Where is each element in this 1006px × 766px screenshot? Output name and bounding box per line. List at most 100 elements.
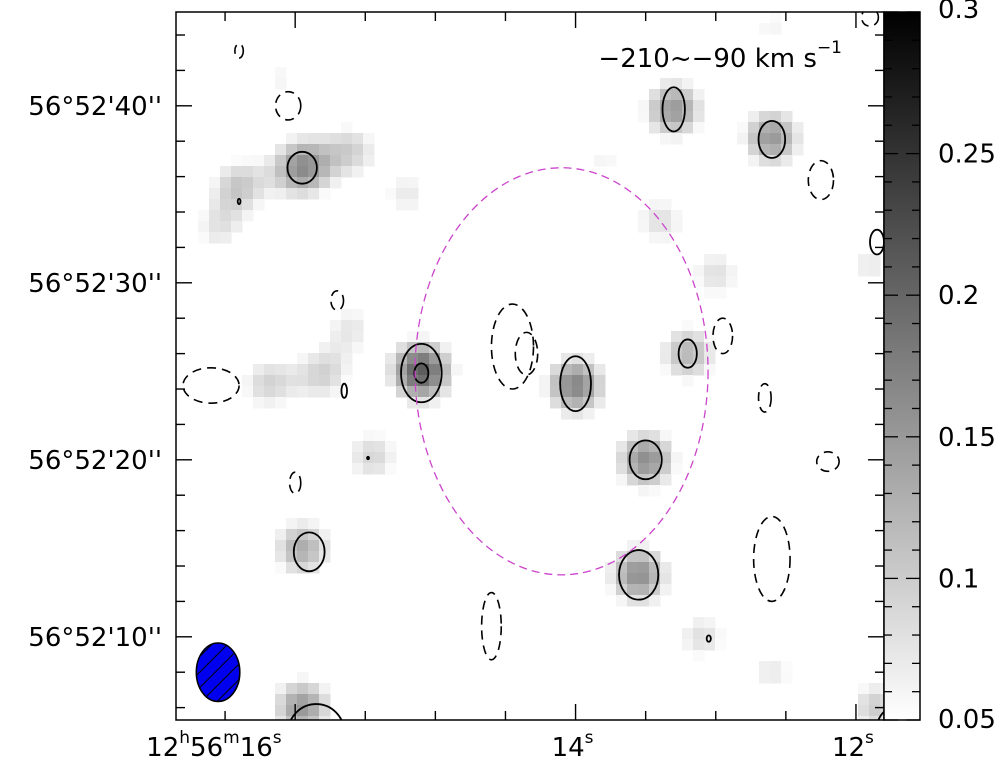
emission-pixel	[275, 562, 287, 574]
emission-pixel	[572, 353, 584, 365]
emission-pixel	[242, 177, 254, 189]
emission-pixel	[550, 364, 562, 376]
emission-pixel	[759, 155, 771, 167]
emission-pixel	[341, 155, 353, 167]
emission-pixel	[220, 166, 232, 178]
emission-pixel	[693, 89, 705, 101]
emission-pixel	[440, 386, 452, 398]
emission-pixel	[363, 155, 375, 167]
emission-pixel	[638, 573, 650, 585]
emission-pixel	[286, 529, 298, 541]
emission-pixel	[308, 353, 320, 365]
emission-pixel	[330, 166, 342, 178]
emission-pixel	[231, 155, 243, 167]
emission-pixel	[880, 683, 884, 695]
emission-pixel	[341, 122, 353, 134]
emission-pixel	[671, 89, 683, 101]
emission-pixel	[759, 23, 771, 35]
emission-pixel	[616, 474, 628, 486]
emission-pixel	[770, 144, 782, 156]
emission-pixel	[319, 155, 331, 167]
emission-pixel	[352, 441, 364, 453]
emission-pixel	[715, 265, 727, 277]
emission-pixel	[330, 364, 342, 376]
emission-pixel	[275, 155, 287, 167]
emission-pixel	[781, 133, 793, 145]
positive-contour	[628, 439, 663, 481]
emission-pixel	[220, 221, 232, 233]
emission-pixel	[704, 617, 716, 629]
emission-pixel	[429, 397, 441, 409]
emission-pixel	[352, 342, 364, 354]
emission-pixel	[286, 562, 298, 574]
emission-pixel	[242, 166, 254, 178]
emission-pixel	[286, 188, 298, 200]
positive-contour	[292, 531, 326, 573]
emission-pixel	[704, 287, 716, 299]
emission-pixel	[286, 540, 298, 552]
emission-pixel	[781, 155, 793, 167]
emission-pixel	[308, 155, 320, 167]
emission-pixel	[385, 364, 397, 376]
emission-pixel	[341, 375, 353, 387]
emission-pixel	[638, 100, 650, 112]
emission-pixel	[671, 342, 683, 354]
emission-pixel	[726, 265, 738, 277]
emission-pixel	[275, 705, 287, 717]
emission-pixel	[660, 474, 672, 486]
emission-pixel	[660, 100, 672, 112]
emission-pixel	[704, 353, 716, 365]
emission-pixel	[715, 287, 727, 299]
emission-pixel	[407, 375, 419, 387]
emission-pixel	[253, 375, 265, 387]
emission-pixel	[220, 177, 232, 189]
emission-pixel	[363, 463, 375, 475]
emission-pixel	[352, 155, 364, 167]
emission-pixel	[198, 221, 210, 233]
emission-pixel	[308, 375, 320, 387]
emission-pixel	[638, 430, 650, 442]
emission-pixel	[253, 386, 265, 398]
emission-pixel	[572, 386, 584, 398]
emission-pixel	[319, 364, 331, 376]
positive-contour	[366, 455, 370, 461]
emission-pixel	[374, 441, 386, 453]
emission-pixel	[418, 331, 430, 343]
emission-pixel	[275, 177, 287, 189]
emission-pixel	[308, 133, 320, 145]
emission-pixel	[682, 639, 694, 651]
emission-pixel	[649, 111, 661, 123]
emission-pixel	[693, 342, 705, 354]
emission-pixel	[561, 364, 573, 376]
emission-pixel	[858, 254, 870, 266]
emission-pixel	[319, 177, 331, 189]
colorbar-label: 0.15	[938, 423, 996, 453]
emission-pixel	[572, 364, 584, 376]
emission-pixel	[660, 133, 672, 145]
emission-pixel	[792, 144, 804, 156]
emission-pixel	[429, 375, 441, 387]
emission-pixel	[440, 353, 452, 365]
emission-pixel	[330, 375, 342, 387]
emission-pixel	[671, 111, 683, 123]
emission-pixel	[297, 694, 309, 706]
emission-pixel	[297, 133, 309, 145]
emission-pixel	[220, 232, 232, 244]
emission-pixel	[297, 551, 309, 563]
emission-pixel	[660, 342, 672, 354]
emission-pixel	[352, 166, 364, 178]
emission-pixel	[319, 144, 331, 156]
emission-pixel	[297, 672, 309, 684]
emission-pixel	[770, 12, 782, 24]
emission-pixel	[748, 111, 760, 123]
emission-pixel	[682, 628, 694, 640]
emission-pixel	[308, 540, 320, 552]
negative-contour	[752, 515, 791, 603]
emission-pixel	[385, 353, 397, 365]
emission-pixel	[583, 386, 595, 398]
emission-pixel	[704, 254, 716, 266]
emission-pixel	[286, 551, 298, 563]
ra-axis-labels: 12h56m16s 14s 12s	[146, 728, 874, 763]
emission-pixel	[693, 617, 705, 629]
